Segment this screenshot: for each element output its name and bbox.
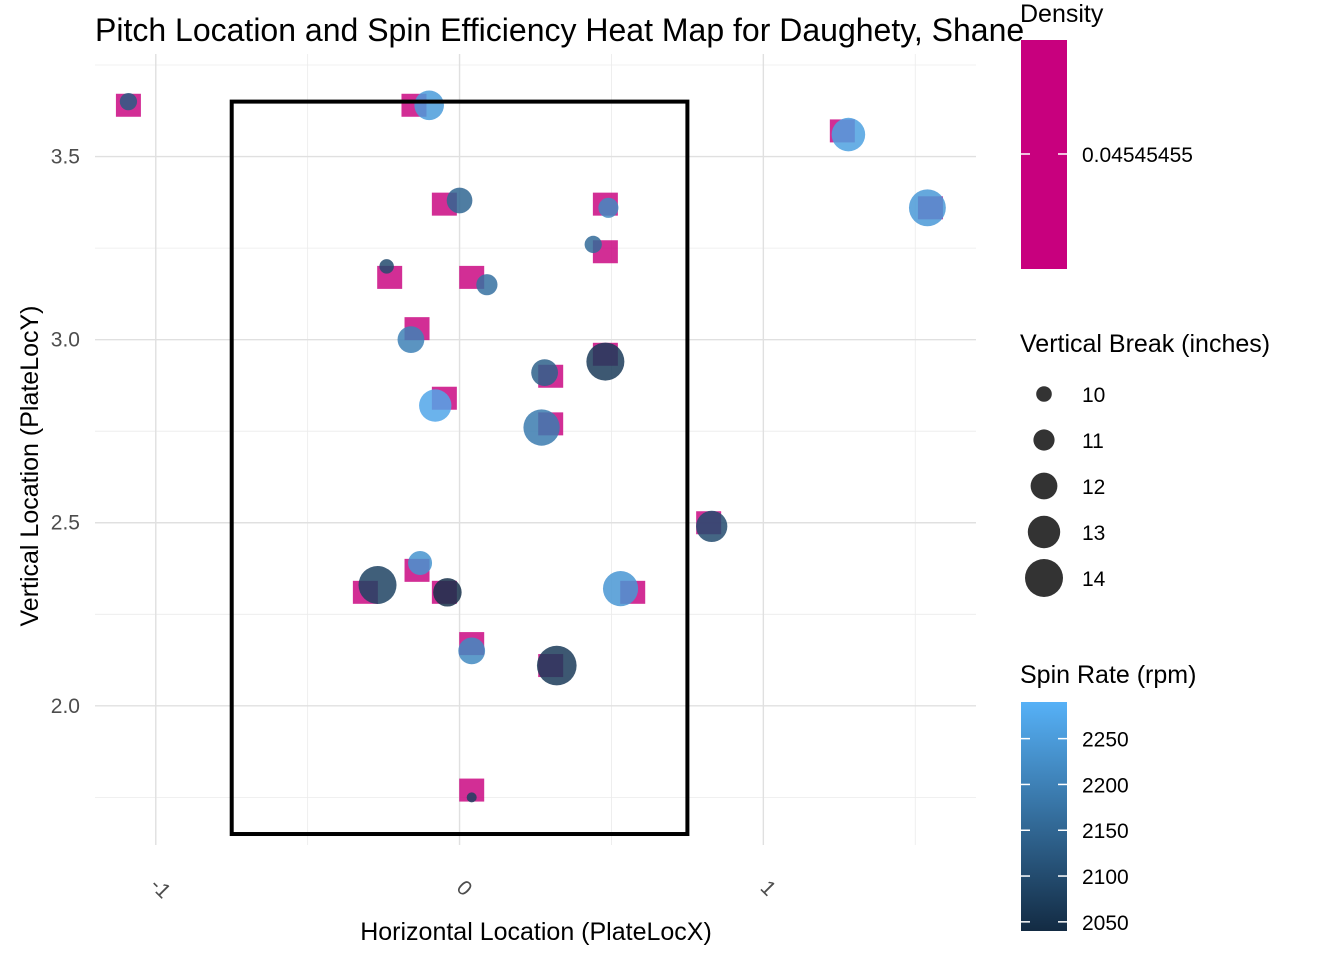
spin-rate-legend-label: 2100: [1082, 866, 1129, 889]
vertical-break-legend-dot: [1033, 429, 1055, 451]
pitch-point: [466, 792, 477, 803]
pitch-point: [908, 189, 946, 227]
vertical-break-legend-dot: [1025, 559, 1063, 597]
pitch-point: [536, 645, 577, 686]
pitch-point: [414, 90, 444, 121]
y-axis-title: Vertical Location (PlateLocY): [16, 305, 44, 626]
spin-rate-legend-label: 2250: [1082, 729, 1129, 752]
x-tick-label: -1: [146, 874, 175, 903]
pitch-point: [419, 389, 452, 422]
pitch-point: [602, 571, 639, 607]
pitch-point: [831, 117, 866, 152]
spin-rate-legend-label: 2050: [1082, 912, 1129, 935]
strike-zone-box: [229, 99, 690, 837]
pitch-point: [397, 326, 425, 354]
spin-rate-colorbar: [1021, 702, 1067, 931]
vertical-break-legend-label: 10: [1082, 384, 1105, 407]
pitch-point: [584, 235, 602, 254]
pitch-point: [598, 197, 619, 218]
vertical-break-legend: Vertical Break (inches) 10 11 12 13 14: [1020, 330, 1270, 597]
density-tiles: [115, 93, 943, 802]
vertical-break-legend-label: 13: [1082, 522, 1105, 545]
density-legend: Density 0.04545455: [1020, 0, 1193, 269]
pitch-point: [476, 274, 498, 296]
pitch-point: [433, 578, 462, 607]
pitch-point: [358, 565, 397, 604]
y-tick-label: 2.0: [51, 695, 80, 718]
density-legend-title: Density: [1020, 0, 1104, 28]
x-axis-title: Horizontal Location (PlateLocX): [360, 918, 712, 946]
density-tile: [459, 778, 485, 802]
y-tick-label: 3.0: [51, 329, 80, 352]
grid-lines: [95, 54, 976, 845]
vertical-break-legend-dot: [1027, 515, 1061, 549]
vertical-break-legend-dot: [1036, 386, 1052, 402]
pitch-point: [408, 551, 433, 576]
pitch-point: [523, 409, 560, 446]
pitch-point: [119, 92, 138, 111]
spin-rate-legend-label: 2150: [1082, 820, 1129, 843]
x-tick-label: 1: [756, 876, 781, 901]
pitch-point: [696, 510, 728, 543]
density-legend-label: 0.04545455: [1082, 144, 1193, 167]
vertical-break-legend-label: 11: [1082, 430, 1104, 453]
pitch-point: [458, 637, 486, 665]
chart-title: Pitch Location and Spin Efficiency Heat …: [95, 12, 1024, 48]
x-tick-label: 0: [452, 876, 477, 901]
pitch-point: [379, 259, 394, 274]
vertical-break-legend-title: Vertical Break (inches): [1020, 330, 1270, 358]
pitch-point: [586, 342, 625, 381]
y-tick-labels: 2.0 2.5 3.0 3.5: [51, 146, 80, 718]
pitch-point: [446, 187, 473, 214]
vertical-break-legend-label: 14: [1082, 568, 1106, 591]
spin-rate-legend-title: Spin Rate (rpm): [1020, 661, 1196, 689]
vertical-break-legend-label: 12: [1082, 476, 1105, 499]
pitch-point: [531, 359, 559, 386]
pitch-points: [119, 90, 946, 803]
y-tick-label: 2.5: [51, 512, 80, 535]
spin-rate-legend-label: 2200: [1082, 774, 1129, 797]
x-tick-labels: -1 0 1: [146, 874, 781, 903]
spin-rate-legend: Spin Rate (rpm) 2250 2200 2150 2100 2050: [1020, 661, 1196, 935]
y-tick-label: 3.5: [51, 146, 80, 169]
vertical-break-legend-dot: [1030, 472, 1058, 500]
